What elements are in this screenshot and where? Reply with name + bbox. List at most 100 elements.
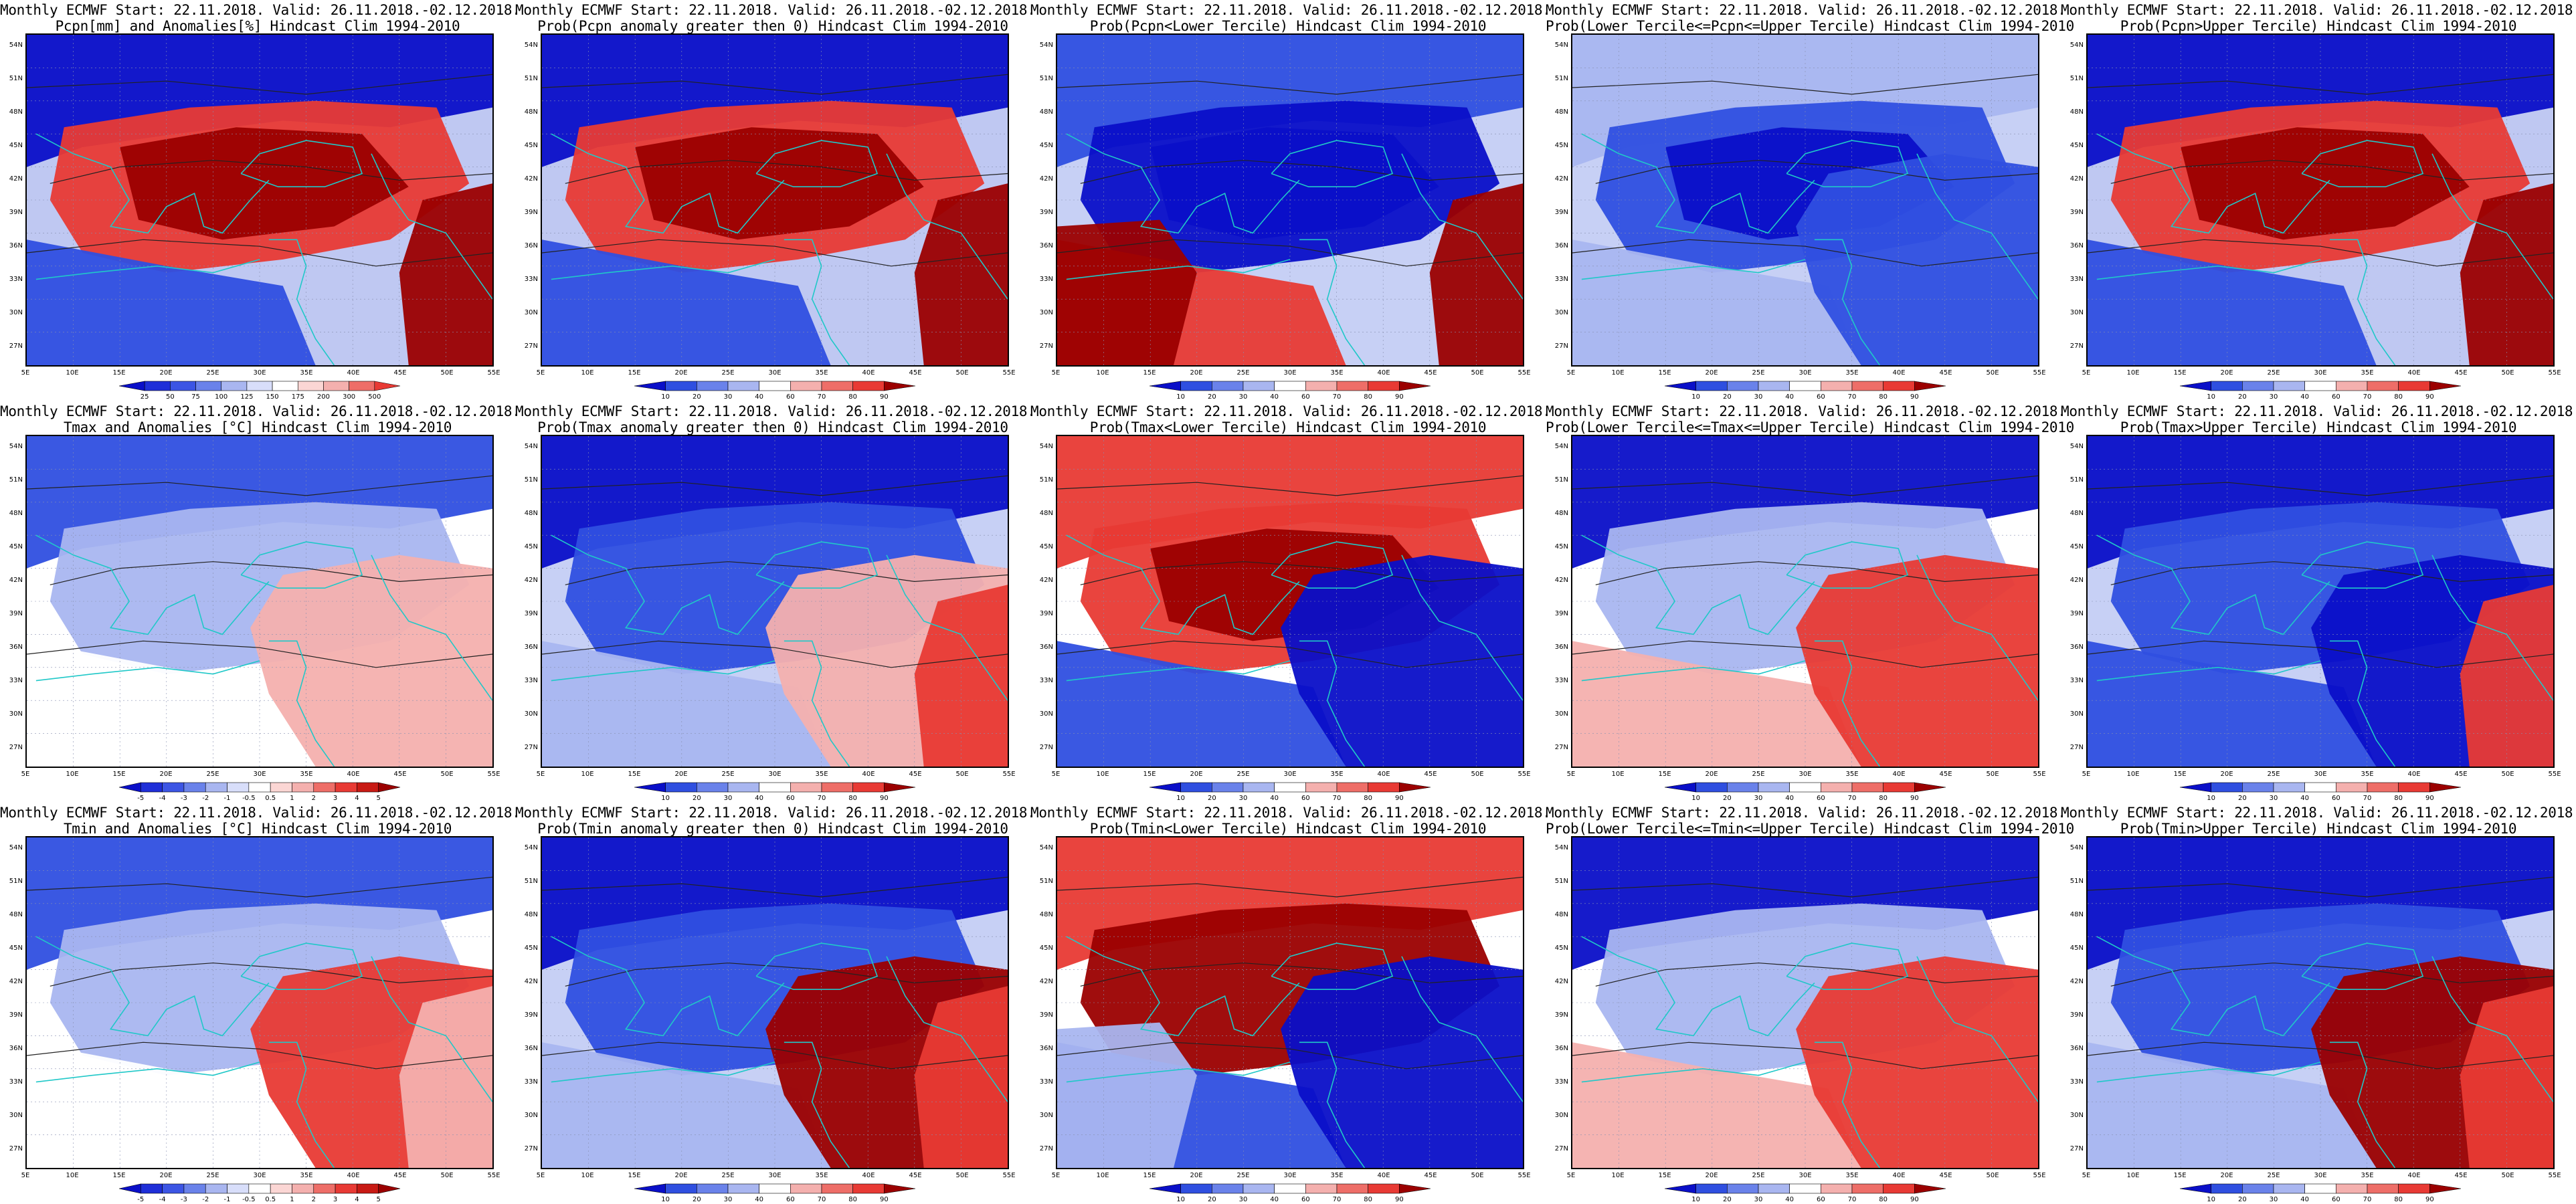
panel-title-line1: Monthly ECMWF Start: 22.11.2018. Valid: …: [1030, 2, 1551, 18]
lat-tick-label: 36N: [2069, 1045, 2084, 1052]
lat-tick-label: 30N: [1554, 710, 1568, 718]
colorbar-label: 30: [2269, 1196, 2278, 1203]
colorbar-swatch: [2336, 1183, 2368, 1194]
colorbar-swatch: [1695, 381, 1728, 391]
colorbar-swatch: [1368, 782, 1400, 793]
colorbar-swatch: [1851, 782, 1883, 793]
lat-tick-label: 39N: [1554, 1011, 1568, 1019]
lat-tick-label: 54N: [1039, 41, 1053, 49]
lon-tick-label: 15E: [112, 1172, 126, 1179]
panel-title-line1: Monthly ECMWF Start: 22.11.2018. Valid: …: [1030, 403, 1551, 419]
lat-tick-label: 42N: [2069, 175, 2084, 183]
colorbar-label: -1: [223, 1196, 231, 1203]
colorbar-label: 90: [879, 393, 889, 401]
lat-tick-label: 48N: [1554, 510, 1568, 517]
colorbar-swatch: [2304, 782, 2336, 793]
colorbar-label: 3: [333, 1196, 338, 1203]
colorbar: [1664, 1183, 1946, 1194]
colorbar-swatch: [313, 782, 336, 793]
lon-tick-label: 55E: [1002, 1172, 1016, 1179]
lat-tick-label: 27N: [1554, 1145, 1568, 1152]
lon-tick-label: 40E: [347, 369, 360, 377]
field-region: [914, 183, 1008, 365]
colorbar-scale: [118, 1183, 401, 1194]
colorbar-label: 60: [2331, 393, 2340, 401]
lat-tick-label: 48N: [524, 108, 538, 116]
map-field: [542, 837, 1008, 1168]
colorbar-swatch: [272, 381, 298, 391]
colorbar-swatch: [1243, 782, 1275, 793]
lon-tick-label: 50E: [955, 771, 969, 778]
colorbar-label: 30: [1754, 1196, 1763, 1203]
colorbar-label: 10: [661, 795, 670, 802]
colorbar-label: 90: [1394, 393, 1404, 401]
lat-tick-label: 27N: [2069, 342, 2084, 350]
lat-tick-label: 36N: [1554, 1045, 1568, 1052]
colorbar-swatch: [1180, 381, 1212, 391]
colorbar-swatch: [378, 1183, 401, 1194]
lon-tick-label: 20E: [2220, 771, 2233, 778]
colorbar-label: 20: [1207, 795, 1216, 802]
panel-title-line2: Prob(Tmax<Lower Tercile) Hindcast Clim 1…: [1089, 419, 1487, 435]
lat-tick-label: 42N: [1039, 577, 1053, 584]
lon-tick-label: 10E: [2126, 1172, 2140, 1179]
lat-tick-label: 51N: [1039, 75, 1053, 82]
colorbar-swatch: [1883, 381, 1915, 391]
colorbar-swatch: [1695, 782, 1728, 793]
colorbar-swatch: [852, 782, 885, 793]
lat-tick-label: 42N: [2069, 577, 2084, 584]
colorbar-swatch: [1883, 782, 1915, 793]
colorbar-swatch: [2179, 381, 2211, 391]
lon-tick-label: 30E: [768, 1172, 781, 1179]
panel-title-line2: Prob(Lower Tercile<=Tmin<=Upper Tercile)…: [1546, 821, 2074, 837]
lon-tick-label: 5E: [1566, 771, 1576, 778]
colorbar-swatch: [2242, 1183, 2274, 1194]
colorbar-label: 70: [1332, 795, 1342, 802]
lat-tick-label: 48N: [1039, 510, 1053, 517]
field-region: [914, 986, 1008, 1168]
colorbar-label: -0.5: [242, 795, 256, 802]
colorbar-swatch: [357, 1183, 379, 1194]
colorbar-label: 30: [2269, 795, 2278, 802]
colorbar-label: 70: [1332, 1196, 1342, 1203]
field-region: [1281, 956, 1523, 1168]
lat-tick-label: 36N: [524, 1045, 538, 1052]
colorbar-label: 125: [240, 393, 254, 401]
colorbar-label: 10: [661, 1196, 670, 1203]
field-region: [1057, 1022, 1197, 1168]
colorbar-swatch: [1305, 782, 1338, 793]
map-area: [1571, 435, 2039, 768]
lat-tick-label: 48N: [2069, 911, 2084, 918]
lon-tick-label: 20E: [1190, 1172, 1203, 1179]
map-area: [2086, 836, 2555, 1169]
colorbar-label: 90: [2425, 393, 2434, 401]
field-region: [1796, 956, 2038, 1168]
colorbar-label: 30: [1238, 393, 1248, 401]
lon-tick-label: 35E: [1330, 771, 1344, 778]
colorbar-swatch: [323, 381, 349, 391]
colorbar-label: -3: [180, 1196, 187, 1203]
lon-tick-label: 40E: [1377, 1172, 1390, 1179]
lon-tick-label: 55E: [2548, 1172, 2561, 1179]
lat-tick-label: 54N: [524, 41, 538, 49]
colorbar-swatch: [1664, 1183, 1696, 1194]
panel-title-line1: Monthly ECMWF Start: 22.11.2018. Valid: …: [515, 805, 1036, 821]
lat-tick-label: 42N: [9, 978, 23, 985]
colorbar-label: 20: [1722, 1196, 1732, 1203]
map-panel-tmin-1: Monthly ECMWF Start: 22.11.2018. Valid: …: [0, 803, 521, 1204]
lon-tick-label: 50E: [1986, 369, 1999, 377]
colorbar-label: -0.5: [242, 1196, 256, 1203]
colorbar-swatch: [1664, 782, 1696, 793]
colorbar-label: 80: [1879, 795, 1888, 802]
lat-tick-label: 36N: [1039, 242, 1053, 249]
field-region: [27, 641, 316, 767]
field-region: [120, 127, 409, 240]
lon-tick-label: 45E: [1424, 771, 1437, 778]
colorbar-label: 30: [723, 795, 733, 802]
colorbar-swatch: [227, 1183, 250, 1194]
lat-tick-label: 30N: [1039, 309, 1053, 316]
panel-title-line2: Prob(Tmin<Lower Tercile) Hindcast Clim 1…: [1089, 821, 1487, 837]
colorbar-swatch: [141, 1183, 163, 1194]
colorbar-label: 40: [755, 795, 764, 802]
lon-tick-label: 35E: [2361, 369, 2374, 377]
